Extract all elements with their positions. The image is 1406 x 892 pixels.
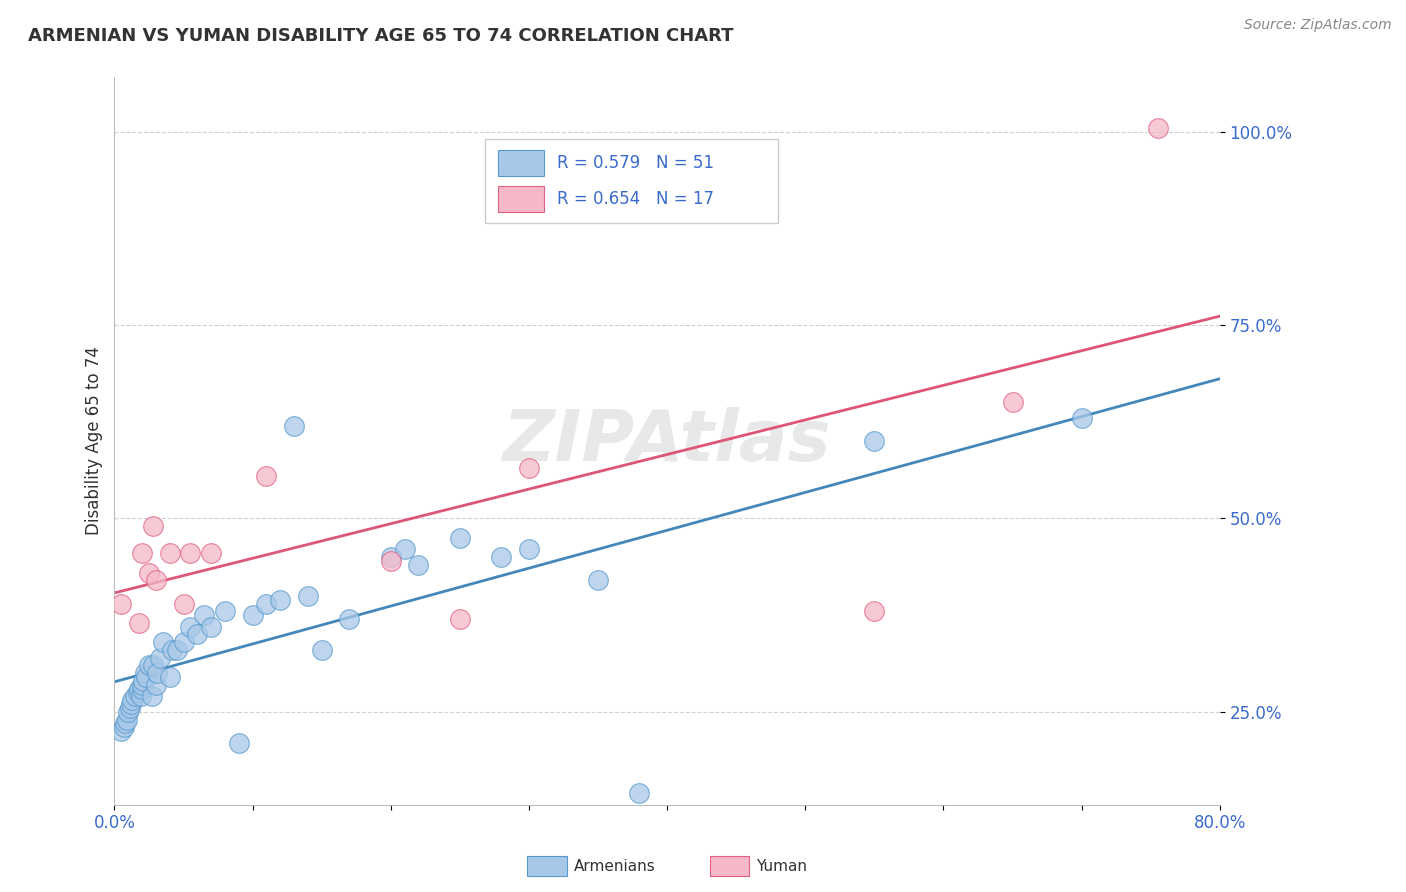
Point	[269, 592, 291, 607]
Point	[297, 589, 319, 603]
Point	[149, 650, 172, 665]
Point	[138, 566, 160, 580]
Y-axis label: Disability Age 65 to 74: Disability Age 65 to 74	[86, 347, 103, 535]
Point	[128, 615, 150, 630]
Text: Armenians: Armenians	[574, 859, 655, 873]
Point	[863, 604, 886, 618]
Point	[138, 658, 160, 673]
Point	[117, 705, 139, 719]
Point	[517, 542, 540, 557]
Point	[337, 612, 360, 626]
Point	[134, 666, 156, 681]
Point	[214, 604, 236, 618]
Point	[200, 620, 222, 634]
Point	[142, 658, 165, 673]
Text: ZIPAtlas: ZIPAtlas	[503, 407, 831, 475]
Point	[380, 550, 402, 565]
Text: ARMENIAN VS YUMAN DISABILITY AGE 65 TO 74 CORRELATION CHART: ARMENIAN VS YUMAN DISABILITY AGE 65 TO 7…	[28, 27, 734, 45]
Point	[449, 612, 471, 626]
Point	[132, 673, 155, 688]
Point	[129, 690, 152, 704]
Point	[114, 716, 136, 731]
Point	[118, 701, 141, 715]
Point	[166, 643, 188, 657]
Point	[283, 418, 305, 433]
Point	[173, 597, 195, 611]
Point	[517, 461, 540, 475]
Point	[131, 681, 153, 696]
Point	[131, 546, 153, 560]
Text: Source: ZipAtlas.com: Source: ZipAtlas.com	[1244, 18, 1392, 32]
Point	[1001, 395, 1024, 409]
Point	[254, 468, 277, 483]
Point	[394, 542, 416, 557]
Point	[121, 693, 143, 707]
Point	[115, 713, 138, 727]
Point	[193, 608, 215, 623]
Point	[449, 531, 471, 545]
Point	[254, 597, 277, 611]
Point	[179, 546, 201, 560]
FancyBboxPatch shape	[485, 139, 778, 223]
Point	[380, 554, 402, 568]
Point	[1146, 120, 1168, 135]
FancyBboxPatch shape	[498, 150, 544, 177]
Point	[110, 597, 132, 611]
Text: Yuman: Yuman	[756, 859, 807, 873]
Point	[173, 635, 195, 649]
Point	[628, 786, 651, 800]
Point	[141, 690, 163, 704]
Point	[228, 736, 250, 750]
Point	[127, 685, 149, 699]
Point	[159, 670, 181, 684]
Point	[586, 574, 609, 588]
Point	[179, 620, 201, 634]
FancyBboxPatch shape	[498, 186, 544, 212]
Point	[112, 720, 135, 734]
Point	[311, 643, 333, 657]
Point	[142, 519, 165, 533]
Text: R = 0.654   N = 17: R = 0.654 N = 17	[557, 190, 714, 208]
Point	[242, 608, 264, 623]
Point	[152, 635, 174, 649]
Point	[146, 666, 169, 681]
Point	[491, 550, 513, 565]
Point	[1070, 410, 1092, 425]
Point	[159, 546, 181, 560]
Point	[128, 681, 150, 696]
Point	[145, 574, 167, 588]
Point	[186, 627, 208, 641]
Point	[863, 434, 886, 448]
Point	[110, 724, 132, 739]
Point	[408, 558, 430, 572]
Point	[124, 690, 146, 704]
Point	[131, 678, 153, 692]
Point	[120, 697, 142, 711]
Point	[135, 670, 157, 684]
Point	[145, 678, 167, 692]
Point	[162, 643, 184, 657]
Text: R = 0.579   N = 51: R = 0.579 N = 51	[557, 154, 714, 172]
Point	[200, 546, 222, 560]
